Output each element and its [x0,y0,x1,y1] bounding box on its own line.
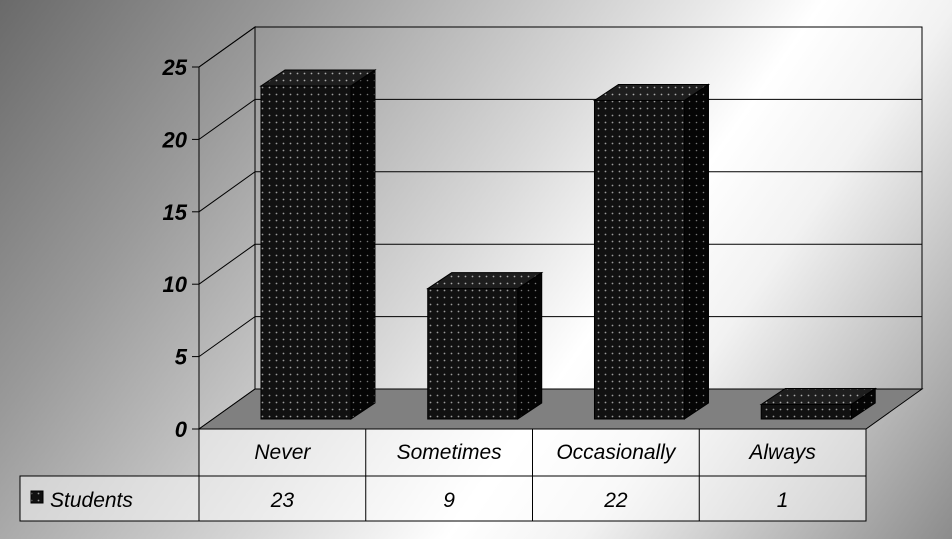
data-table: Never 23 Sometimes 9 Occasionally 22 Always 1 St… [19,428,867,522]
side-wall [198,26,256,430]
y-tick-label: 20 [162,127,188,152]
bar-front [760,404,852,420]
bar-side [683,83,709,420]
category-label: Always [747,441,816,464]
legend-swatch [30,490,44,504]
legend-label: Students [50,489,133,512]
y-tick-label: 10 [163,272,188,297]
gridline-side [198,243,256,285]
gridline-side [198,316,256,358]
gridline-side [198,171,256,213]
y-tick-label: 5 [175,345,188,370]
value-label: 22 [603,489,628,512]
bar-front [427,288,519,420]
gridline-side [198,26,256,68]
bars [259,69,877,420]
table-legend-cell [19,475,200,522]
category-label: Occasionally [556,441,677,464]
value-label: 23 [270,489,295,512]
bar-front [593,99,685,420]
bar-side [350,69,376,420]
y-tick-label: 15 [163,200,188,225]
bar-occasionally [592,83,711,420]
y-tick-label: 25 [162,55,188,80]
bar-never [259,69,377,420]
category-label: Sometimes [397,441,503,464]
gridline-side [198,98,256,140]
category-label: Never [254,441,311,464]
bar-front [260,85,352,420]
bar-sometimes [426,271,544,420]
y-axis-ticks: 0 5 10 15 20 25 [162,55,199,442]
bar-always [759,387,877,420]
value-label: 9 [443,489,455,512]
bar-side [517,271,543,420]
y-tick-label: 0 [175,417,188,442]
value-label: 1 [777,489,789,512]
